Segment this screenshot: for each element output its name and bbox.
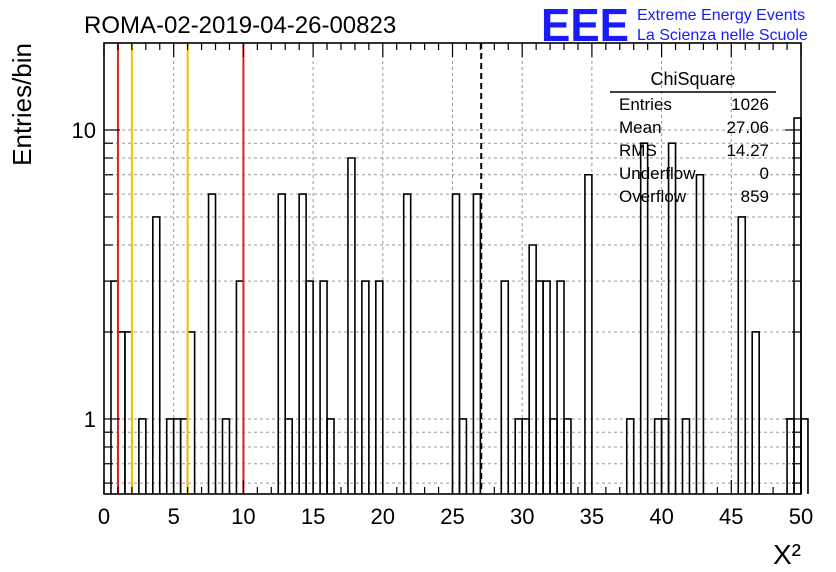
histogram-bin xyxy=(347,157,356,494)
x-tick-label: 50 xyxy=(789,504,813,529)
histogram-bin xyxy=(151,216,161,494)
histogram-bin xyxy=(298,193,307,494)
histogram-bin xyxy=(500,280,510,494)
histogram-bin xyxy=(375,280,384,494)
x-tick-label: 30 xyxy=(510,504,534,529)
stats-value-mean: 27.06 xyxy=(726,118,769,137)
logo-line-1: Extreme Energy Events xyxy=(637,7,805,24)
histogram-bin xyxy=(110,280,119,494)
histogram-bin xyxy=(277,193,287,494)
histogram-bin xyxy=(535,280,544,494)
stats-label-underflow: Underflow xyxy=(619,164,696,183)
logo-line-2: La Scienza nelle Scuole xyxy=(637,27,808,44)
x-tick-label: 10 xyxy=(231,504,255,529)
x-tick-label: 35 xyxy=(580,504,604,529)
histogram-bin xyxy=(138,418,147,494)
stats-value-entries: 1026 xyxy=(731,95,769,114)
histogram-bin xyxy=(472,193,482,494)
histogram-bin xyxy=(124,331,133,494)
histogram-bin xyxy=(221,418,231,494)
x-tick-label: 45 xyxy=(719,504,743,529)
histogram-bin xyxy=(361,280,370,494)
histogram-bin xyxy=(695,173,705,494)
x-axis-label: X² xyxy=(773,539,801,570)
stats-box: ChiSquare Entries 1026 Mean 27.06 RMS 14… xyxy=(610,69,776,206)
stats-label-mean: Mean xyxy=(619,118,662,137)
histogram-bin xyxy=(542,280,551,494)
stats-label-rms: RMS xyxy=(619,141,657,160)
histogram xyxy=(110,117,809,494)
histogram-bin xyxy=(528,244,537,494)
histogram-bin xyxy=(207,193,217,494)
chart-title: ROMA-02-2019-04-26-00823 xyxy=(84,12,396,39)
histogram-bin xyxy=(458,418,468,494)
y-tick-label: 1 xyxy=(84,407,96,432)
stats-label-overflow: Overflow xyxy=(619,187,687,206)
stats-value-underflow: 0 xyxy=(760,164,769,183)
histogram-bin xyxy=(751,331,760,494)
histogram-bin xyxy=(625,418,635,494)
histogram-bin xyxy=(305,280,314,494)
histogram-bin xyxy=(639,142,649,494)
x-tick-label: 5 xyxy=(168,504,180,529)
logo-mark: EEE xyxy=(541,0,629,51)
stats-label-entries: Entries xyxy=(619,95,672,114)
stats-title: ChiSquare xyxy=(650,69,735,89)
x-tick-label: 15 xyxy=(301,504,325,529)
x-tick-label: 40 xyxy=(649,504,673,529)
histogram-bin xyxy=(667,142,677,494)
x-tick-label: 0 xyxy=(98,504,110,529)
histogram-bin xyxy=(800,418,809,494)
histogram-bin xyxy=(284,418,293,494)
histogram-bin xyxy=(326,418,335,494)
histogram-bin xyxy=(235,280,245,494)
histogram-bin xyxy=(117,331,126,494)
x-tick-label: 20 xyxy=(371,504,395,529)
y-axis-label: Entries/bin xyxy=(7,43,37,166)
x-tick-label: 25 xyxy=(440,504,464,529)
histogram-bin xyxy=(556,280,565,494)
histogram-bin xyxy=(186,331,196,494)
histogram-bin xyxy=(402,193,412,494)
reference-lines xyxy=(116,43,483,494)
histogram-bin xyxy=(681,418,691,494)
axis-ticks: 0 5 10 15 20 25 30 35 40 45 50 1 10 xyxy=(72,43,813,529)
stats-value-rms: 14.27 xyxy=(726,141,769,160)
histogram-bin xyxy=(737,216,747,494)
eee-logo: EEE Extreme Energy Events La Scienza nel… xyxy=(541,0,808,51)
histogram-bin xyxy=(451,193,461,494)
stats-value-overflow: 859 xyxy=(741,187,769,206)
histogram-bin xyxy=(584,173,593,494)
y-tick-label: 10 xyxy=(72,118,96,143)
histogram-bin xyxy=(563,418,572,494)
histogram-bin xyxy=(319,280,328,494)
